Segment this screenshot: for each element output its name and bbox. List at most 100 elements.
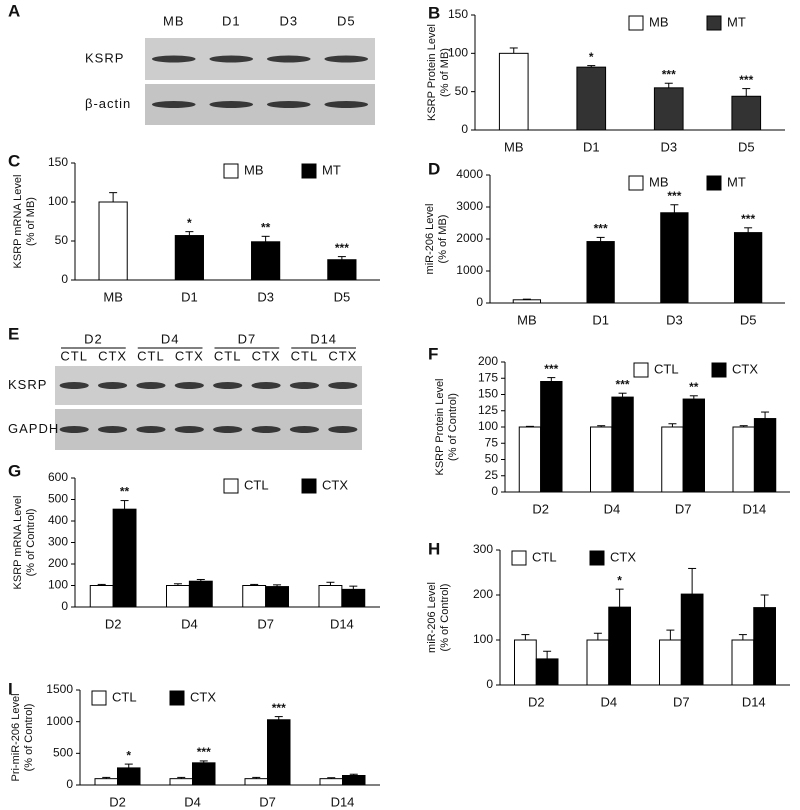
x-tick-label: D7 (259, 794, 276, 809)
blot-band (97, 382, 128, 389)
error-bar (102, 776, 111, 779)
blot-row-label: KSRP (85, 50, 124, 65)
blot-band (213, 426, 243, 433)
error-bar (196, 578, 205, 582)
panel-label: G (8, 461, 21, 480)
error-bar (593, 632, 602, 640)
error-bar (274, 716, 283, 720)
y-tick-label: 400 (48, 513, 68, 527)
bar (608, 606, 631, 686)
y-tick-label: 1000 (456, 263, 483, 277)
error-bar (615, 588, 624, 608)
x-tick-label: D4 (181, 616, 198, 631)
y-tick-label: 200 (473, 587, 493, 601)
y-tick-label: 500 (48, 492, 68, 506)
error-bar (120, 500, 129, 510)
bar (112, 508, 137, 608)
bar (342, 775, 366, 786)
bar (518, 426, 542, 493)
error-bar (689, 395, 698, 400)
y-tick-label: 150 (478, 387, 498, 401)
y-tick-label: 200 (48, 556, 68, 570)
bar (753, 607, 776, 686)
blot-group-label: D4 (161, 331, 180, 346)
error-bar (670, 204, 679, 213)
y-tick-label: 50 (455, 84, 469, 98)
y-tick-label: 200 (478, 354, 498, 368)
error-bar (668, 423, 677, 427)
blot-band (151, 101, 196, 108)
x-tick-label: D5 (740, 312, 757, 327)
x-tick-label: D2 (532, 501, 549, 516)
y-axis-label: KSRP mRNA Level (12, 496, 24, 590)
y-tick-label: 100 (448, 46, 468, 60)
blot-band (328, 426, 358, 433)
legend-swatch (91, 690, 107, 706)
bar (98, 201, 128, 281)
panel-label: H (428, 539, 440, 558)
y-tick-label: 150 (48, 155, 68, 169)
legend-swatch (511, 550, 527, 566)
significance: *** (667, 189, 681, 203)
y-tick-label: 150 (448, 7, 468, 21)
y-axis-label: miR-206 Level (424, 204, 436, 275)
legend-label: MB (649, 14, 669, 29)
y-tick-label: 0 (461, 122, 468, 136)
blot-row-label: β-actin (85, 96, 131, 111)
y-axis-label: KSRP Protein Level (434, 378, 446, 475)
bar (89, 585, 114, 608)
significance: *** (662, 67, 676, 81)
bar (535, 658, 559, 686)
y-tick-label: 0 (476, 295, 483, 309)
x-tick-label: D14 (330, 616, 354, 631)
error-bar (349, 773, 358, 776)
error-bar (177, 776, 186, 779)
x-tick-label: MB (504, 139, 524, 154)
blot-band (136, 382, 166, 389)
y-axis-label: (% of Control) (447, 393, 459, 461)
x-tick-label: D5 (738, 139, 755, 154)
y-tick-label: 125 (478, 403, 498, 417)
y-axis-label: (% of MB) (439, 48, 451, 97)
blot-group-label: D7 (238, 331, 257, 346)
blot-band (251, 426, 281, 433)
significance: ** (120, 485, 130, 499)
y-tick-label: 600 (48, 470, 68, 484)
bar (731, 95, 762, 131)
error-bar (273, 584, 282, 587)
significance: *** (741, 212, 755, 226)
legend-label: CTL (532, 549, 557, 564)
y-tick-label: 500 (53, 746, 73, 760)
y-axis-label: miR-206 Level (426, 582, 438, 653)
y-tick-label: 100 (48, 578, 68, 592)
significance: *** (544, 362, 558, 376)
bar (682, 398, 705, 493)
y-tick-label: 300 (473, 542, 493, 556)
significance: *** (616, 377, 630, 391)
blot-row-label: KSRP (8, 377, 47, 392)
bar (514, 639, 537, 686)
error-bar (761, 411, 770, 419)
bar (188, 580, 213, 608)
blot-row-label: GAPDH (8, 421, 59, 436)
error-bar (252, 776, 261, 779)
bar (251, 241, 281, 281)
bar (94, 778, 118, 786)
legend-label: MT (727, 14, 746, 29)
legend-swatch (628, 175, 644, 191)
y-tick-label: 1000 (46, 714, 73, 728)
legend-label: CTX (610, 549, 636, 564)
legend-label: MT (727, 174, 746, 189)
y-tick-label: 100 (473, 632, 493, 646)
error-bar (525, 425, 534, 427)
blot-band (266, 55, 311, 63)
panel-label: F (428, 344, 438, 363)
bar (166, 585, 190, 608)
bar (680, 593, 704, 686)
significance: *** (335, 241, 349, 255)
bar (753, 418, 777, 493)
error-bar (547, 377, 556, 382)
y-axis-label: (% of Control) (439, 584, 451, 652)
significance: ** (261, 220, 271, 234)
